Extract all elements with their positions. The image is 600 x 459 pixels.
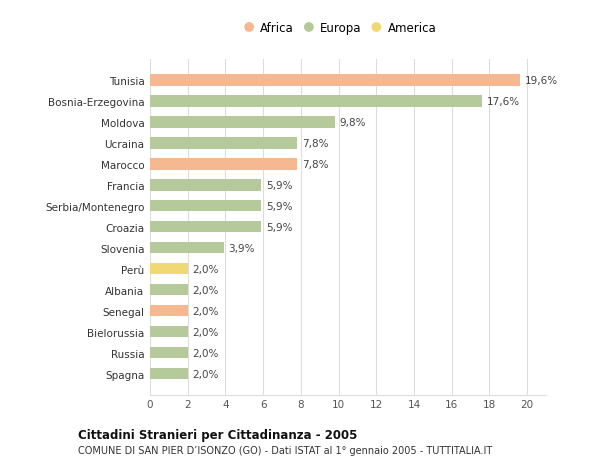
Bar (150, 347, 188, 358)
Text: 7,8%: 7,8% (302, 139, 328, 148)
Text: 2,0%: 2,0% (193, 327, 219, 337)
Text: 2,0%: 2,0% (193, 348, 219, 358)
Bar (150, 305, 188, 317)
Text: 5,9%: 5,9% (266, 180, 292, 190)
Text: 19,6%: 19,6% (524, 76, 557, 86)
Bar (150, 96, 482, 107)
Bar (150, 201, 261, 212)
Text: Cittadini Stranieri per Cittadinanza - 2005: Cittadini Stranieri per Cittadinanza - 2… (78, 428, 358, 442)
Text: COMUNE DI SAN PIER D’ISONZO (GO) - Dati ISTAT al 1° gennaio 2005 - TUTTITALIA.IT: COMUNE DI SAN PIER D’ISONZO (GO) - Dati … (78, 446, 492, 455)
Text: 2,0%: 2,0% (193, 369, 219, 379)
Text: 5,9%: 5,9% (266, 202, 292, 211)
Text: 17,6%: 17,6% (487, 96, 520, 106)
Bar (150, 242, 224, 254)
Bar (150, 179, 261, 191)
Legend: Africa, Europa, America: Africa, Europa, America (244, 22, 436, 35)
Bar (150, 326, 188, 338)
Bar (150, 368, 188, 380)
Text: 2,0%: 2,0% (193, 264, 219, 274)
Bar (150, 263, 188, 275)
Text: 7,8%: 7,8% (302, 159, 328, 169)
Bar (150, 221, 261, 233)
Text: 9,8%: 9,8% (340, 118, 366, 128)
Bar (150, 284, 188, 296)
Bar (150, 75, 520, 86)
Text: 3,9%: 3,9% (228, 243, 255, 253)
Bar (150, 138, 297, 149)
Bar (150, 159, 297, 170)
Text: 2,0%: 2,0% (193, 306, 219, 316)
Text: 5,9%: 5,9% (266, 222, 292, 232)
Bar (150, 117, 335, 128)
Text: 2,0%: 2,0% (193, 285, 219, 295)
